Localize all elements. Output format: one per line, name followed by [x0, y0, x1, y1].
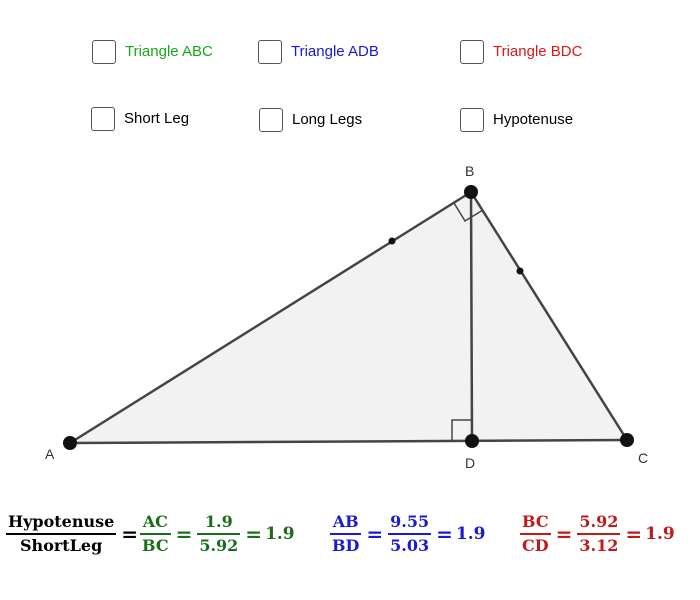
equals-sign: =: [245, 522, 263, 546]
point-a[interactable]: [63, 436, 77, 450]
checkbox-label-triangle-abc: Triangle ABC: [125, 43, 213, 60]
fraction-numerator: 9.55: [390, 512, 430, 531]
fraction-bar: [577, 533, 621, 535]
fraction-bar: [330, 533, 362, 535]
fraction-ab-bd: AB BD: [330, 512, 362, 556]
fraction-denominator: 5.03: [390, 536, 430, 555]
checkbox-label-triangle-adb: Triangle ADB: [291, 43, 379, 60]
fraction-denominator: BD: [332, 536, 360, 555]
segment-bd-altitude[interactable]: [469, 191, 474, 442]
point-label-c: C: [638, 450, 648, 466]
right-angle-mark-d: [451, 419, 472, 441]
checkbox-box[interactable]: [259, 108, 283, 132]
ratio-result: 1.9: [645, 524, 675, 544]
checkbox-triangle-abc[interactable]: Triangle ABC: [92, 38, 213, 66]
point-label-d: D: [465, 455, 475, 471]
checkbox-box[interactable]: [91, 107, 115, 131]
fraction-values: 5.92 3.12: [577, 512, 621, 556]
segment-ac[interactable]: [69, 438, 628, 445]
formula-triangle-adb: AB BD = 9.55 5.03 = 1.9: [328, 512, 485, 556]
checkbox-box[interactable]: [258, 40, 282, 64]
formula-triangle-abc: AC BC = 1.9 5.92 = 1.9: [138, 512, 295, 556]
checkbox-label-short-leg: Short Leg: [124, 110, 190, 127]
checkbox-triangle-bdc[interactable]: Triangle BDC: [460, 38, 582, 66]
checkbox-box[interactable]: [92, 40, 116, 64]
fraction-bar: [197, 533, 241, 535]
point-d[interactable]: [465, 434, 479, 448]
fraction-ac-bc: AC BC: [140, 512, 171, 556]
equals-sign: =: [436, 522, 453, 546]
fraction-denominator: CD: [522, 536, 549, 555]
point-label-b: B: [465, 163, 474, 179]
checkbox-short-leg[interactable]: Short Leg: [91, 105, 189, 133]
checkbox-long-legs[interactable]: Long Legs: [259, 106, 362, 134]
midpoint-ab: [388, 237, 396, 245]
ratio-result: 1.9: [455, 524, 486, 544]
fraction-numerator: AC: [142, 512, 168, 531]
fraction-numerator: Hypotenuse: [8, 512, 115, 531]
fraction-bar: [388, 533, 432, 535]
point-label-a: A: [45, 446, 55, 462]
checkbox-triangle-adb[interactable]: Triangle ADB: [258, 38, 379, 66]
midpoint-bc: [516, 267, 524, 275]
formula-general: Hypotenuse ShortLeg =: [4, 512, 141, 556]
segment-bc[interactable]: [469, 191, 629, 441]
fraction-values: 1.9 5.92: [197, 512, 241, 556]
right-angle-mark-b: [453, 202, 484, 223]
fraction-bar: [6, 533, 117, 535]
segment-ab[interactable]: [69, 190, 472, 445]
equals-sign: =: [625, 522, 643, 546]
checkbox-label-long-legs: Long Legs: [292, 111, 363, 128]
fraction-numerator: 5.92: [579, 512, 619, 531]
triangle-figure: A B C D: [45, 163, 648, 471]
checkbox-hypotenuse[interactable]: Hypotenuse: [460, 106, 573, 134]
fraction-hypotenuse-shortleg: Hypotenuse ShortLeg: [6, 512, 117, 556]
fraction-numerator: BC: [522, 512, 549, 531]
fraction-denominator: 3.12: [579, 536, 619, 555]
fraction-denominator: 5.92: [199, 536, 239, 555]
checkbox-box[interactable]: [460, 40, 484, 64]
checkbox-box[interactable]: [460, 108, 484, 132]
checkbox-label-triangle-bdc: Triangle BDC: [493, 43, 583, 60]
fraction-values: 9.55 5.03: [388, 512, 432, 556]
equals-sign: =: [555, 522, 573, 546]
fraction-bc-cd: BC CD: [520, 512, 551, 556]
checkbox-label-hypotenuse: Hypotenuse: [493, 111, 574, 128]
fraction-bar: [140, 533, 171, 535]
equals-sign: =: [366, 522, 384, 546]
fraction-denominator: BC: [142, 536, 169, 555]
fraction-numerator: 1.9: [204, 512, 233, 531]
point-c[interactable]: [620, 433, 634, 447]
triangle-abc-fill: [70, 192, 627, 443]
point-b[interactable]: [464, 185, 478, 199]
fraction-bar: [520, 533, 551, 535]
ratio-result: 1.9: [265, 524, 295, 544]
fraction-denominator: ShortLeg: [20, 536, 103, 555]
equals-sign: =: [121, 522, 139, 546]
formula-triangle-bdc: BC CD = 5.92 3.12 = 1.9: [518, 512, 675, 556]
fraction-numerator: AB: [332, 512, 359, 531]
equals-sign: =: [175, 522, 193, 546]
